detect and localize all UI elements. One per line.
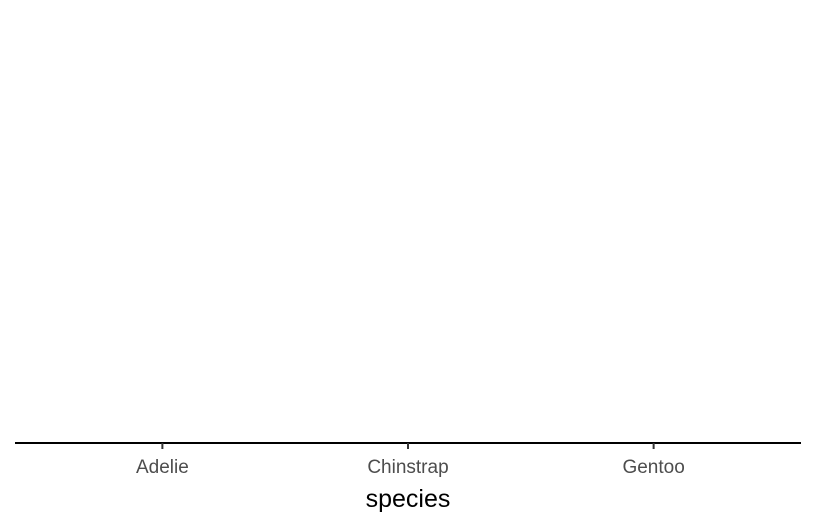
x-tick-label-gentoo: Gentoo	[622, 457, 684, 478]
x-axis-title: species	[366, 485, 451, 513]
x-tick-label-chinstrap: Chinstrap	[367, 457, 448, 478]
x-tick-label-adelie: Adelie	[136, 457, 189, 478]
